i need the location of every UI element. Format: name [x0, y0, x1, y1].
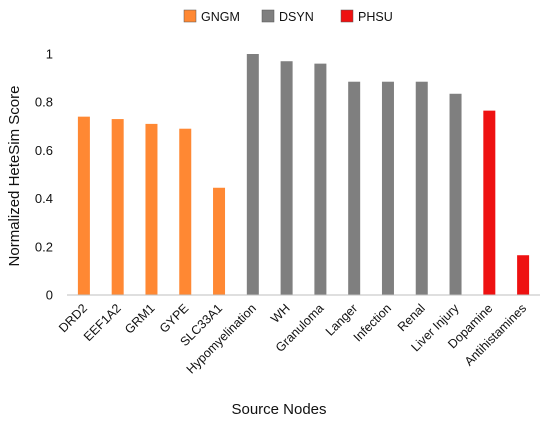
legend-swatch-gngm	[183, 9, 197, 23]
bar-hypomyelination	[246, 54, 259, 295]
legend-label-phsu: PHSU	[358, 10, 393, 24]
bar-infection	[381, 81, 394, 295]
bar-antihistamines	[517, 255, 530, 295]
x-tick-label: GRM1	[122, 301, 157, 336]
bar-gype	[179, 128, 192, 295]
bar-slc33a1	[213, 187, 226, 295]
x-axis-title: Source Nodes	[231, 401, 326, 418]
x-tick-label: WH	[268, 301, 293, 326]
bar-wh	[280, 61, 293, 296]
bar-renal	[415, 81, 428, 295]
y-tick-label: 0	[46, 288, 53, 303]
y-tick-label: 0.4	[35, 191, 53, 206]
legend-label-dsyn: DSYN	[279, 10, 314, 24]
bar-grm1	[145, 123, 158, 295]
x-tick-label: Antihistamines	[462, 301, 529, 368]
y-tick-label: 0.2	[35, 239, 53, 254]
legend-swatch-dsyn	[261, 9, 275, 23]
bar-granuloma	[314, 63, 327, 295]
bar-eef1a2	[111, 119, 124, 295]
y-tick-label: 1	[46, 47, 53, 62]
bar-dopamine	[483, 110, 496, 295]
bars	[77, 54, 530, 296]
legend-swatch-phsu	[340, 9, 354, 23]
x-tick-label: Infection	[351, 301, 394, 344]
x-tick-label: EEF1A2	[81, 301, 124, 344]
bar-langer	[348, 81, 361, 295]
y-tick-label: 0.6	[35, 143, 53, 158]
y-axis-title: Normalized HeteSim Score	[6, 86, 23, 267]
y-axis-ticks: 0 0.2 0.4 0.6 0.8 1	[35, 47, 53, 303]
bar-drd2	[77, 116, 90, 295]
bar-liver-injury	[449, 93, 462, 295]
legend: GNGM DSYN PHSU	[183, 9, 393, 24]
y-tick-label: 0.8	[35, 95, 53, 110]
legend-label-gngm: GNGM	[201, 10, 240, 24]
